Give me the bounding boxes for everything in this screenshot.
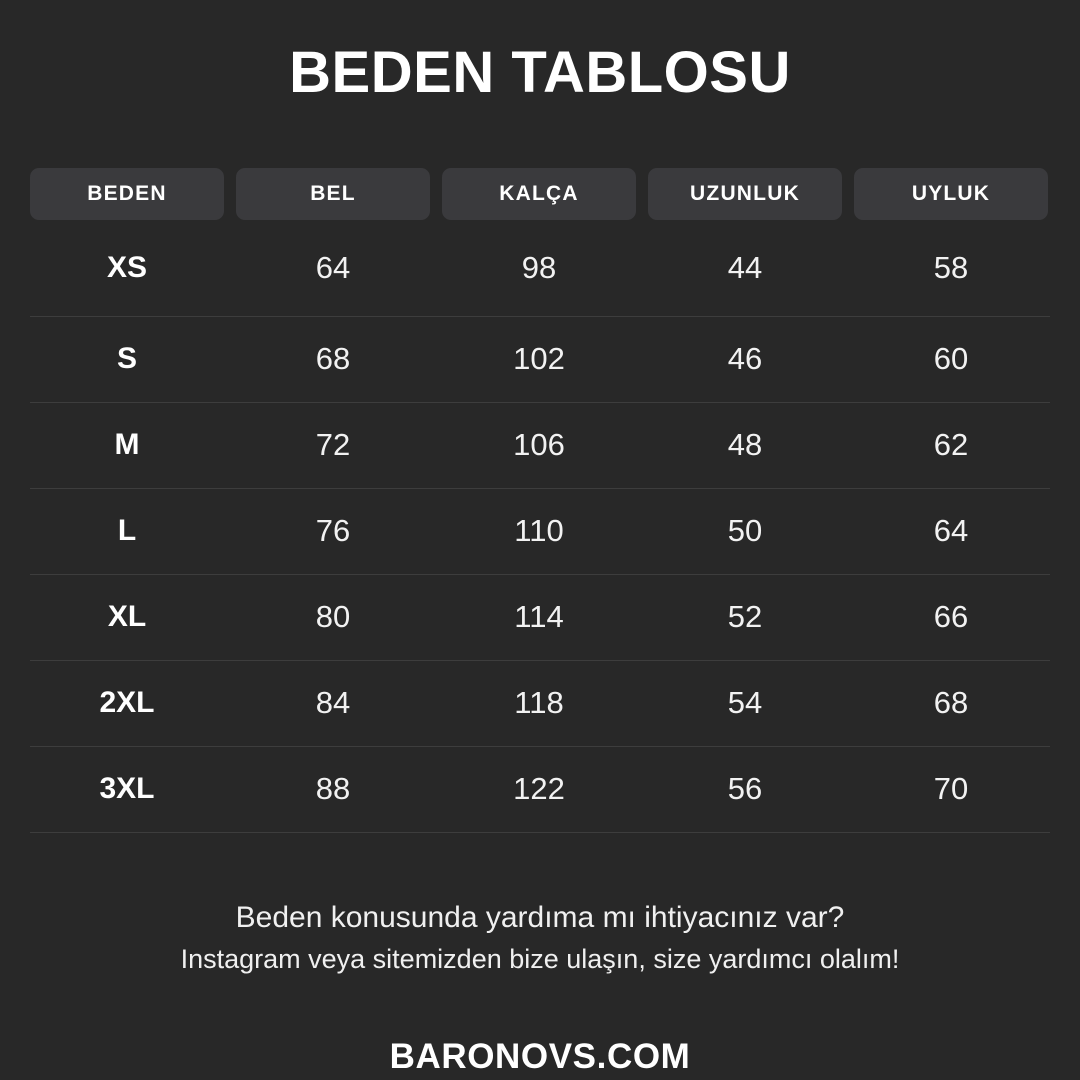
cell-bel: 72	[315, 427, 351, 463]
brand-website: BARONOVS.COM	[389, 1037, 691, 1077]
cell-uzunluk: 52	[727, 599, 763, 635]
cell-kalca: 98	[521, 249, 557, 285]
help-footer: Beden konusunda yardıma mı ihtiyacınız v…	[0, 899, 1080, 978]
cell-kalca: 114	[514, 599, 564, 635]
cell-size: XL	[107, 600, 147, 634]
cell-size: XS	[106, 250, 148, 284]
table-row: 2XL 84 118 54 68	[30, 661, 1050, 747]
column-header-uzunluk: UZUNLUK	[648, 167, 842, 220]
page-title: BEDEN TABLOSU	[289, 40, 791, 105]
table-row: 3XL 88 122 56 70	[30, 747, 1050, 833]
cell-uzunluk: 44	[727, 249, 763, 285]
cell-kalca: 122	[513, 771, 565, 807]
cell-uyluk: 68	[933, 685, 969, 721]
cell-size: M	[114, 428, 140, 462]
column-header-beden: BEDEN	[30, 167, 224, 220]
column-header-kalca: KALÇA	[442, 167, 636, 220]
cell-size: 2XL	[99, 686, 155, 720]
cell-bel: 84	[315, 685, 351, 721]
table-header-row: BEDEN BEL KALÇA UZUNLUK UYLUK	[30, 167, 1050, 220]
cell-uzunluk: 54	[727, 685, 763, 721]
cell-bel: 80	[315, 599, 351, 635]
cell-uzunluk: 48	[727, 427, 763, 463]
table-row: M 72 106 48 62	[30, 403, 1050, 489]
cell-bel: 64	[315, 249, 351, 285]
cell-uzunluk: 56	[727, 771, 763, 807]
size-table-body: XS 64 98 44 58 S 68 102 46 60 M 72 106 4…	[30, 220, 1050, 833]
cell-size: L	[117, 514, 137, 548]
cell-uyluk: 64	[933, 513, 969, 549]
help-contact-text: Instagram veya sitemizden bize ulaşın, s…	[180, 944, 900, 975]
cell-uzunluk: 50	[727, 513, 763, 549]
cell-uyluk: 60	[933, 341, 969, 377]
cell-uyluk: 58	[933, 249, 969, 285]
table-row: XL 80 114 52 66	[30, 575, 1050, 661]
cell-bel: 88	[315, 771, 351, 807]
cell-uyluk: 62	[933, 427, 969, 463]
cell-bel: 76	[315, 513, 351, 549]
cell-uzunluk: 46	[727, 341, 763, 377]
cell-bel: 68	[315, 341, 351, 377]
column-header-uyluk: UYLUK	[854, 167, 1048, 220]
cell-kalca: 106	[513, 427, 565, 463]
cell-kalca: 110	[514, 513, 564, 549]
cell-uyluk: 70	[933, 771, 969, 807]
cell-size: 3XL	[99, 772, 155, 806]
table-row: S 68 102 46 60	[30, 317, 1050, 403]
cell-kalca: 118	[514, 685, 564, 721]
column-header-bel: BEL	[236, 167, 430, 220]
cell-uyluk: 66	[933, 599, 969, 635]
cell-size: S	[116, 342, 137, 376]
cell-kalca: 102	[513, 341, 565, 377]
table-row: XS 64 98 44 58	[30, 220, 1050, 317]
table-row: L 76 110 50 64	[30, 489, 1050, 575]
help-question-text: Beden konusunda yardıma mı ihtiyacınız v…	[235, 900, 845, 934]
